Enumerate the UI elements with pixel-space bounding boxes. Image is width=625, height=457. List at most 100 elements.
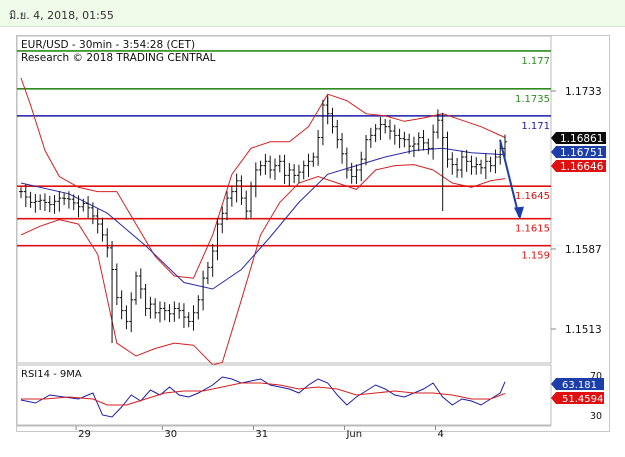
price-bar	[47, 195, 52, 213]
price-bar	[172, 301, 177, 322]
price-tag-text-1: 1.16751	[560, 147, 603, 159]
x-tick-label-0: 29	[78, 429, 91, 440]
price-bar	[421, 129, 426, 151]
price-bar	[282, 154, 287, 185]
price-bar	[320, 99, 325, 146]
price-bar	[229, 185, 234, 207]
rsi-tag-0	[551, 378, 604, 390]
rsi-tags: 63.181 51.4594	[551, 378, 604, 405]
price-bar	[392, 124, 397, 145]
rsi-tag-1	[551, 392, 604, 404]
price-bar	[114, 263, 119, 305]
price-bar	[330, 107, 335, 134]
price-bar	[387, 119, 392, 140]
price-bar	[124, 305, 129, 330]
time-axis: 29 30 31 Jun 4	[75, 426, 444, 440]
price-bar	[354, 164, 359, 184]
price-bar	[234, 173, 239, 203]
price-bar	[177, 302, 182, 319]
price-bar	[105, 228, 110, 258]
price-bar	[383, 118, 388, 134]
price-bar	[19, 187, 23, 199]
price-bar	[402, 131, 407, 148]
price-bar	[167, 304, 172, 323]
chart-title: EUR/USD - 30min - 3:54:28 (CET)	[21, 39, 195, 51]
price-bar	[263, 153, 268, 175]
forecast-head	[514, 206, 524, 220]
rsi-lines	[20, 376, 506, 418]
price-tag-2	[551, 160, 606, 172]
price-bar	[306, 153, 311, 177]
price-bar	[90, 202, 95, 225]
price-bar	[287, 163, 292, 186]
rsi-tag-text-0: 63.181	[562, 380, 597, 391]
price-bar	[210, 243, 215, 277]
price-tag-0	[551, 132, 606, 144]
price-bar	[378, 117, 383, 140]
price-bar	[86, 196, 91, 218]
price-bar	[76, 195, 81, 218]
bollinger-lower-line	[20, 164, 506, 366]
price-bar	[157, 301, 162, 323]
price-bar	[340, 133, 345, 164]
timestamp: มิ.ย. 4, 2018, 01:55	[9, 9, 114, 22]
price-bar	[268, 155, 273, 179]
price-bar	[272, 158, 277, 180]
price-bar	[33, 194, 38, 213]
forecast-arrow	[499, 139, 524, 220]
rsi-ma-line	[21, 382, 506, 406]
level-label-3: 1.1645	[515, 191, 550, 202]
price-bars	[19, 95, 507, 344]
price-bar	[493, 149, 498, 174]
price-bar	[431, 124, 436, 160]
y-tick-label-0: 1.1733	[565, 86, 602, 98]
price-bar	[301, 160, 306, 180]
level-label-0: 1.177	[521, 56, 550, 67]
price-bar	[373, 124, 378, 143]
price-bar	[23, 184, 28, 208]
price-bar	[292, 164, 297, 184]
price-bar	[359, 151, 364, 182]
price-bar	[397, 128, 402, 149]
price-bar	[52, 195, 57, 214]
rsi-pane: RSI14 - 9MA 70 30 63.181 51.4594	[16, 364, 604, 426]
x-tick-label-2: 31	[255, 429, 268, 440]
price-bar	[220, 206, 225, 234]
price-bar	[253, 162, 258, 198]
price-bar	[416, 132, 421, 152]
price-bar	[450, 152, 455, 175]
price-bar	[488, 156, 493, 172]
price-bar	[316, 129, 321, 166]
price-bar	[215, 217, 220, 261]
price-bar	[129, 292, 134, 333]
level-label-2: 1.171	[521, 121, 550, 132]
bollinger-upper-line	[20, 77, 506, 279]
price-bar	[71, 194, 76, 211]
rsi-tag-text-1: 51.4594	[562, 394, 603, 405]
price-bar	[138, 268, 143, 299]
price-bar	[445, 131, 450, 168]
x-tick-label-1: 30	[164, 429, 177, 440]
price-bar	[411, 136, 416, 158]
price-bar	[57, 190, 62, 212]
price-bar	[335, 119, 340, 149]
price-pane: 1.177 1.1735 1.171 1.1645 1.1615 1.159 EUR/US…	[16, 35, 606, 366]
level-label-4: 1.1615	[515, 224, 550, 235]
price-tag-text-2: 1.16646	[560, 161, 604, 173]
price-bar	[134, 271, 139, 305]
timestamp-bar: มิ.ย. 4, 2018, 01:55	[0, 0, 625, 27]
price-bar	[407, 133, 412, 154]
price-bar	[62, 192, 67, 206]
price-bar	[483, 153, 488, 180]
price-bar	[119, 290, 124, 320]
y-tick-label-2: 1.1513	[565, 324, 602, 336]
rsi-line	[20, 376, 506, 418]
price-tag-1	[551, 146, 606, 158]
price-bar	[143, 283, 148, 316]
price-bar	[277, 154, 282, 173]
price-bar	[464, 149, 469, 172]
price-bar	[100, 217, 105, 242]
price-bar	[148, 296, 153, 319]
price-tag-text-0: 1.16861	[560, 133, 603, 145]
